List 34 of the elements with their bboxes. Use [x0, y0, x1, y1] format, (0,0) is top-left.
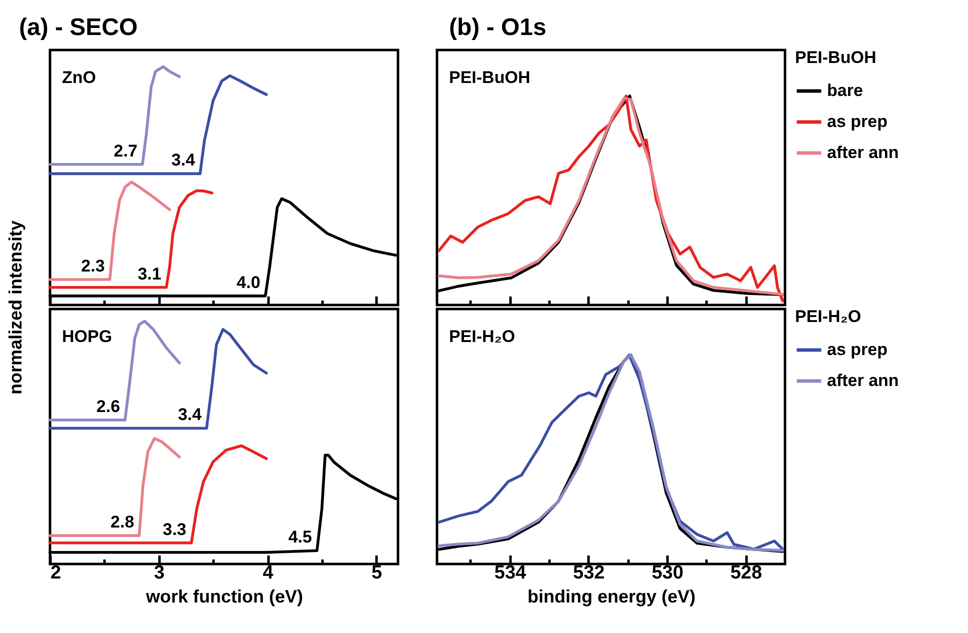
- x-axis-title: binding energy (eV): [527, 586, 696, 606]
- y-axis-title: normalized intensity: [6, 220, 26, 395]
- x-tick-label: 4: [262, 562, 274, 584]
- x-tick-label: 2: [50, 562, 62, 584]
- annotation: 3.3: [162, 520, 186, 539]
- annotation: 3.4: [178, 405, 202, 424]
- annotation: 3.1: [138, 264, 162, 284]
- legend-title: PEI-BuOH: [795, 48, 876, 67]
- legend-title: PEI-H₂O: [795, 307, 862, 326]
- legend-label: as prep: [827, 340, 888, 359]
- x-axis-title: work function (eV): [145, 586, 304, 606]
- chart-title: (b) - O1s: [449, 14, 546, 41]
- x-tick-label: 534: [494, 562, 527, 584]
- chart-title: (a) - SECO: [19, 14, 138, 41]
- legend-label: as prep: [827, 112, 888, 131]
- x-tick-label: 530: [652, 562, 684, 584]
- legend-label: bare: [827, 81, 863, 100]
- annotation: 2.8: [110, 512, 134, 532]
- x-tick-label: 3: [154, 562, 165, 584]
- text: PEI-H₂O: [449, 327, 516, 346]
- annotation: 2.7: [114, 141, 138, 160]
- x-tick-label: 528: [730, 562, 762, 584]
- annotation: HOPG: [62, 327, 112, 346]
- annotation: 4.5: [288, 528, 312, 547]
- x-tick-label: 532: [573, 562, 605, 584]
- annotation: 2.3: [81, 256, 105, 276]
- legend-label: after ann: [827, 371, 899, 390]
- annotation: 3.4: [171, 150, 196, 170]
- text: PEI-BuOH: [449, 68, 530, 87]
- annotation: 4.0: [236, 272, 260, 292]
- x-tick-label: 5: [371, 562, 382, 584]
- annotation: 2.6: [96, 396, 120, 416]
- annotation: ZnO: [62, 68, 96, 87]
- legend-label: after ann: [827, 143, 899, 162]
